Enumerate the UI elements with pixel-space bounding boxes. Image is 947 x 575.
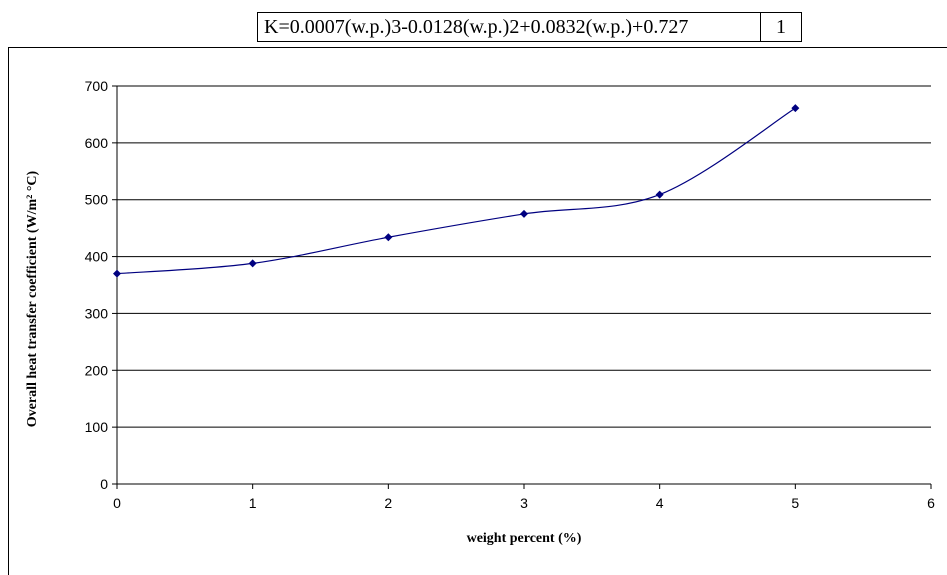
y-tick-label: 200 [85, 362, 109, 378]
y-tick-labels: 0 100 200 300 400 500 600 700 [85, 78, 109, 492]
y-tick-label: 300 [85, 305, 109, 321]
y-tick-label: 400 [85, 249, 109, 265]
y-tick-label: 500 [85, 192, 109, 208]
data-point [113, 270, 121, 278]
series-group [113, 104, 799, 277]
y-tick-label: 0 [100, 476, 108, 492]
data-point [249, 259, 257, 267]
axes [112, 86, 931, 489]
data-point [656, 191, 664, 199]
data-point [384, 233, 392, 241]
gridlines [117, 86, 931, 484]
y-tick-label: 100 [85, 419, 109, 435]
x-tick-label: 4 [656, 495, 664, 511]
x-axis-title: weight percent (%) [467, 531, 582, 546]
x-tick-label: 5 [791, 495, 799, 511]
x-tick-label: 0 [113, 495, 121, 511]
y-tick-label: 600 [85, 135, 109, 151]
x-tick-label: 2 [384, 495, 392, 511]
y-tick-label: 700 [85, 78, 109, 94]
data-point [520, 210, 528, 218]
x-tick-label: 1 [249, 495, 257, 511]
x-tick-label: 6 [927, 495, 935, 511]
y-axis-title: Overall heat transfer coefficient (W/m² … [25, 170, 40, 427]
series-line [117, 108, 795, 273]
x-tick-label: 3 [520, 495, 528, 511]
data-point [791, 104, 799, 112]
x-tick-labels: 0 1 2 3 4 5 6 [113, 495, 935, 511]
